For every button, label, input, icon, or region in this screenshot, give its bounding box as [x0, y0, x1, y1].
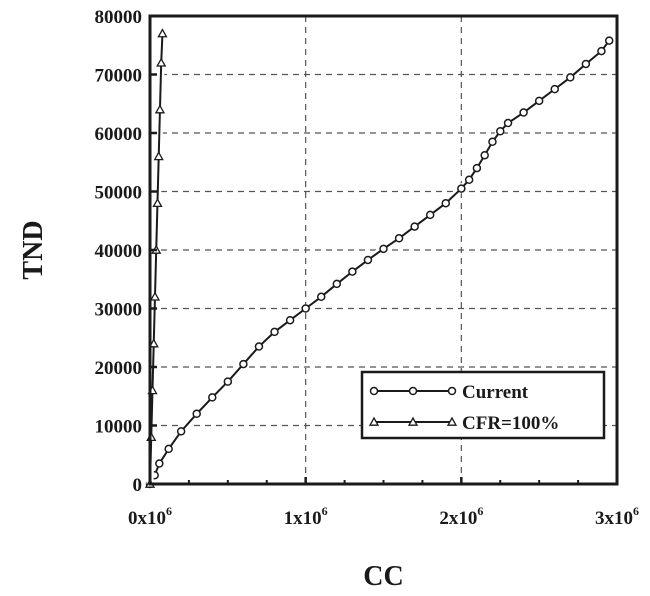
data-point: [464, 175, 474, 185]
legend: Current CFR=100%: [360, 370, 606, 440]
legend-label: Current: [462, 382, 529, 403]
data-point: [534, 96, 544, 106]
x-tick-label: 0x106: [128, 504, 172, 529]
x-tick-label: 3x106: [595, 504, 639, 529]
data-point: [164, 444, 173, 454]
data-point: [192, 409, 201, 419]
data-point: [597, 46, 606, 56]
series-line: [149, 33, 164, 485]
data-point: [457, 184, 466, 193]
y-tick-label: 0: [133, 475, 143, 496]
y-tick-label: 50000: [95, 183, 143, 204]
data-point: [519, 108, 528, 117]
data-point: [316, 292, 326, 302]
x-tick-label: 1x106: [284, 504, 328, 529]
legend-label: CFR=100%: [462, 413, 559, 434]
data-point: [223, 377, 233, 386]
data-point: [148, 338, 159, 348]
y-tick-label: 20000: [95, 358, 143, 379]
data-point: [441, 198, 451, 208]
data-point: [157, 28, 168, 38]
data-point: [496, 126, 505, 136]
legend-marker: [368, 416, 380, 426]
data-point: [152, 197, 163, 208]
data-point: [208, 393, 217, 402]
data-point: [301, 304, 310, 313]
data-point: [154, 104, 166, 114]
y-axis-title: TND: [18, 220, 49, 279]
data-point: [488, 137, 497, 147]
data-point: [363, 255, 373, 265]
legend-box: [360, 370, 606, 440]
data-point: [581, 59, 591, 69]
data-point: [156, 57, 167, 67]
data-point: [566, 73, 575, 82]
y-tick-label: 80000: [95, 7, 143, 28]
data-point: [472, 163, 482, 173]
data-point: [254, 342, 264, 351]
tick-labels: 0 10000 20000 30000 40000 50000 60000 70000 8000…: [95, 7, 640, 529]
data-point: [550, 84, 559, 94]
data-point: [604, 36, 614, 45]
legend-marker: [407, 416, 419, 426]
data-point: [176, 427, 186, 436]
data-point: [410, 222, 419, 231]
data-point: [155, 459, 164, 468]
legend-marker: [369, 386, 379, 396]
grid: [150, 16, 617, 484]
data-point: [348, 267, 357, 276]
legend-marker: [447, 386, 457, 396]
axis-ticks: [148, 14, 619, 486]
data-point: [270, 327, 279, 337]
data-point: [379, 244, 388, 254]
data-point: [149, 291, 161, 301]
legend-marker: [408, 386, 418, 396]
data-point: [425, 210, 435, 220]
data-point: [480, 150, 489, 160]
data-point: [239, 359, 248, 369]
y-tick-label: 10000: [95, 417, 143, 438]
x-axis-title: CC: [363, 561, 403, 592]
y-tick-label: 60000: [95, 124, 143, 145]
x-tick-label: 2x106: [439, 504, 483, 529]
data-point: [394, 234, 404, 243]
y-tick-label: 70000: [95, 66, 143, 87]
data-point: [503, 118, 513, 128]
y-tick-label: 30000: [95, 300, 143, 321]
legend-marker: [446, 416, 458, 426]
data-point: [285, 315, 295, 325]
data-point: [153, 151, 164, 161]
data-point: [332, 279, 342, 289]
y-tick-label: 40000: [95, 241, 143, 262]
